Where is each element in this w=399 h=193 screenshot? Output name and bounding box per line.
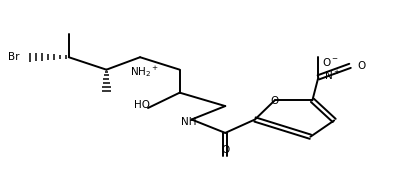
Text: O: O — [221, 145, 229, 155]
Text: NH$_2$$^+$: NH$_2$$^+$ — [130, 64, 159, 79]
Text: N$^+$: N$^+$ — [324, 69, 341, 82]
Text: NH: NH — [181, 117, 196, 127]
Text: O: O — [357, 61, 365, 71]
Text: Br: Br — [8, 52, 19, 62]
Text: O$^-$: O$^-$ — [322, 56, 339, 68]
Text: HO: HO — [134, 100, 150, 110]
Text: O: O — [271, 96, 279, 106]
